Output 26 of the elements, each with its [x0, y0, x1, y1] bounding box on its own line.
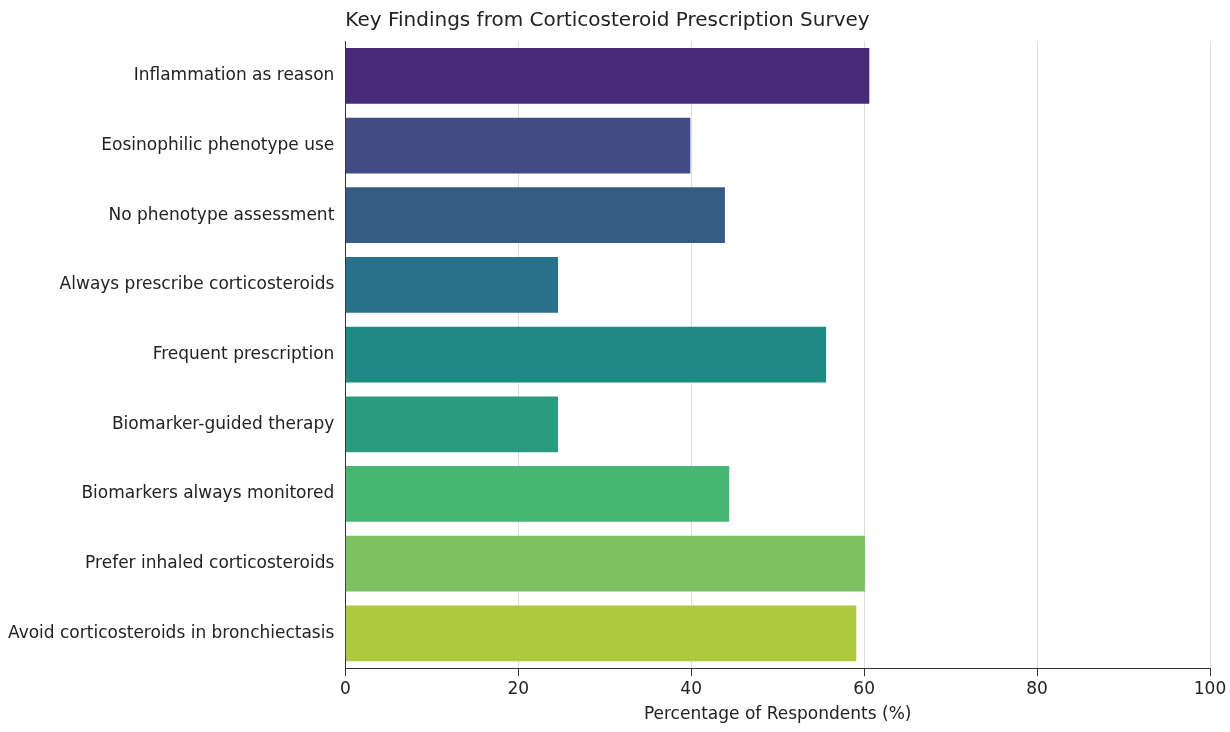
y-tick-label: Frequent prescription	[152, 343, 335, 364]
y-tick-label: Always prescribe corticosteroids	[59, 273, 335, 294]
y-tick-label: Prefer inhaled corticosteroids	[85, 552, 335, 573]
chart-title: Key Findings from Corticosteroid Prescription Survey	[345, 7, 870, 32]
x-tick-label: 20	[507, 677, 530, 698]
y-tick-label: Biomarker-guided therapy	[111, 412, 335, 433]
y-tick-label: Inflammation as reason	[133, 64, 335, 85]
x-tick-label: 40	[680, 677, 703, 698]
x-tick-label: 80	[1026, 677, 1048, 698]
x-axis-title: Percentage of Respondents (%)	[643, 703, 912, 724]
x-tick-label: 100	[1193, 677, 1227, 698]
y-tick-label: Avoid corticosteroids in bronchiectasis	[8, 621, 335, 642]
bar	[345, 605, 857, 662]
y-tick-label: Biomarkers always monitored	[81, 482, 335, 503]
bar	[345, 326, 827, 383]
bar	[345, 466, 730, 522]
bar	[345, 117, 691, 174]
bar	[345, 535, 865, 592]
y-tick-label: Eosinophilic phenotype use	[101, 133, 335, 154]
bar	[345, 47, 870, 104]
x-tick-label: 60	[853, 677, 875, 698]
bar	[345, 396, 559, 453]
bar	[345, 187, 725, 244]
y-tick-label: No phenotype assessment	[108, 203, 335, 224]
x-tick-label: 0	[339, 677, 351, 698]
bar	[345, 257, 559, 313]
